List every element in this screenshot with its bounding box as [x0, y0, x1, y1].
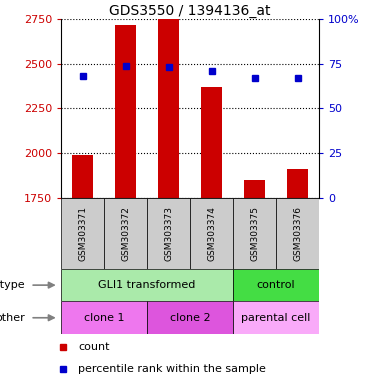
Bar — [233, 269, 319, 301]
Text: clone 1: clone 1 — [84, 313, 124, 323]
Bar — [115, 25, 137, 198]
Bar — [72, 155, 93, 198]
Text: count: count — [78, 342, 109, 352]
Text: GSM303374: GSM303374 — [207, 206, 216, 261]
Bar — [61, 301, 147, 334]
Bar — [61, 198, 104, 269]
Bar — [201, 87, 222, 198]
Text: GLI1 transformed: GLI1 transformed — [98, 280, 196, 290]
Text: percentile rank within the sample: percentile rank within the sample — [78, 364, 266, 374]
Text: GSM303373: GSM303373 — [164, 206, 173, 261]
Bar — [287, 169, 308, 198]
Text: parental cell: parental cell — [242, 313, 311, 323]
Bar — [61, 269, 233, 301]
Bar — [147, 198, 190, 269]
Text: clone 2: clone 2 — [170, 313, 210, 323]
Text: cell type: cell type — [0, 280, 25, 290]
Bar — [244, 180, 265, 198]
Text: control: control — [257, 280, 295, 290]
Bar — [104, 198, 147, 269]
Title: GDS3550 / 1394136_at: GDS3550 / 1394136_at — [109, 4, 271, 18]
Bar — [233, 301, 319, 334]
Text: GSM303372: GSM303372 — [121, 206, 130, 261]
Text: GSM303376: GSM303376 — [293, 206, 302, 261]
Bar — [158, 17, 180, 198]
Text: GSM303371: GSM303371 — [78, 206, 87, 261]
Bar — [233, 198, 276, 269]
Text: other: other — [0, 313, 25, 323]
Bar — [147, 301, 233, 334]
Bar — [276, 198, 319, 269]
Bar — [190, 198, 233, 269]
Text: GSM303375: GSM303375 — [250, 206, 259, 261]
